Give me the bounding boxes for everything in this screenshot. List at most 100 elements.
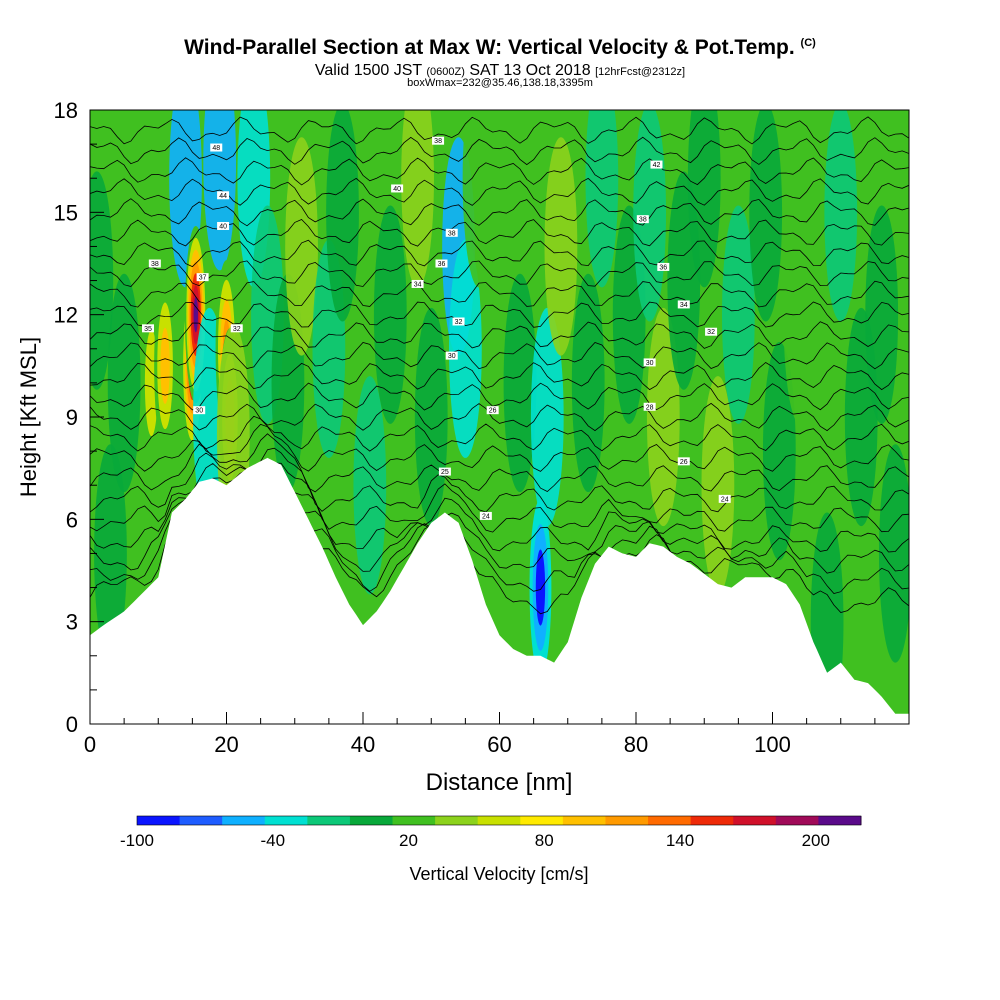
theta-contour xyxy=(90,342,909,370)
contour-label-box xyxy=(142,324,155,333)
contour-label: 42 xyxy=(653,162,661,169)
contour-label-box xyxy=(718,494,731,503)
contour-label-box xyxy=(643,358,656,367)
y-tick-label: 12 xyxy=(54,303,78,328)
velocity-cell xyxy=(749,110,783,322)
contour-label: 28 xyxy=(646,404,654,411)
contour-label-box xyxy=(435,259,448,268)
contour-label: 32 xyxy=(455,319,463,326)
contour-labels: 48 44 40 38 37 35 32 30 38 40 38 36 34 32 30 26 25 24 42 38… xyxy=(142,136,731,520)
contour-label: 38 xyxy=(151,261,159,268)
x-tick-label: 100 xyxy=(754,732,791,757)
contour-label: 48 xyxy=(212,145,220,152)
contour-label: 40 xyxy=(393,186,401,193)
subtitle-forecast: [12hrFcst@2312z] xyxy=(595,66,686,78)
subtitle-utc: (0600Z) xyxy=(426,66,465,78)
contour-label-box xyxy=(643,402,656,411)
velocity-cell xyxy=(448,239,482,458)
colorbar: -100 -40 20 80 140 200 xyxy=(120,815,862,850)
contour-label: 36 xyxy=(438,261,446,268)
contour-label: 26 xyxy=(489,408,497,415)
theta-contour xyxy=(90,362,909,391)
colorbar-tick-label: -100 xyxy=(120,831,154,850)
contour-label: 38 xyxy=(434,138,442,145)
contour-label: 25 xyxy=(441,469,449,476)
colorbar-tick-label: 20 xyxy=(399,831,418,850)
contour-label-box xyxy=(657,262,670,271)
velocity-cell xyxy=(373,205,407,424)
velocity-cell xyxy=(544,137,578,356)
contour-label: 44 xyxy=(219,193,227,200)
theta-contour xyxy=(90,423,909,472)
contour-label-box xyxy=(705,327,718,336)
colorbar-tick-label: -40 xyxy=(260,831,285,850)
contour-label-box xyxy=(452,317,465,326)
contour-label: 34 xyxy=(414,281,422,288)
colorbar-swatch xyxy=(562,816,606,825)
x-axis-label: Distance [nm] xyxy=(426,769,573,796)
y-tick-label: 15 xyxy=(54,200,78,225)
colorbar-swatch xyxy=(179,816,223,825)
colorbar-swatch xyxy=(137,816,181,825)
theta-contour xyxy=(90,301,909,328)
theta-contour xyxy=(90,469,909,553)
contour-label-box xyxy=(210,143,223,152)
contour-label: 30 xyxy=(195,408,203,415)
colorbar-swatch xyxy=(648,816,692,825)
velocity-cell xyxy=(878,444,909,663)
colorbar-label: Vertical Velocity [cm/s] xyxy=(409,864,588,884)
velocity-cell xyxy=(90,171,114,390)
colorbar-swatch xyxy=(690,816,734,825)
colorbar-tick-label: 140 xyxy=(666,831,694,850)
contour-label-box xyxy=(636,215,649,224)
colorbar-swatch xyxy=(520,816,564,825)
velocity-cell xyxy=(203,110,237,271)
colorbar-swatch xyxy=(264,816,308,825)
theta-contour xyxy=(90,260,909,287)
colorbar-swatch xyxy=(733,816,777,825)
colorbar-tick-label: 200 xyxy=(802,831,830,850)
colorbar-swatch xyxy=(222,816,266,825)
colorbar-swatch xyxy=(435,816,479,825)
terrain-mask xyxy=(90,457,909,724)
contour-label-box xyxy=(438,467,451,476)
x-tick-label: 0 xyxy=(84,732,96,757)
velocity-cell xyxy=(401,110,434,288)
theta-contour xyxy=(90,116,909,145)
velocity-cell xyxy=(414,307,448,527)
contour-label: 38 xyxy=(639,217,647,224)
chart-title-text: Wind-Parallel Section at Max W: Vertical… xyxy=(184,36,795,59)
contour-label-box xyxy=(479,511,492,520)
contour-label-box xyxy=(411,279,424,288)
velocity-cell xyxy=(160,327,170,404)
contour-label: 35 xyxy=(144,326,152,333)
contour-label: 24 xyxy=(482,513,490,520)
theta-contour xyxy=(90,280,909,308)
theta-contour xyxy=(90,239,909,268)
chart-title: Wind-Parallel Section at Max W: Vertical… xyxy=(0,36,1000,60)
contour-label-box xyxy=(148,259,161,268)
contour-label: 30 xyxy=(646,360,654,367)
velocity-cell xyxy=(762,341,796,561)
contour-label-box xyxy=(445,228,458,237)
contour-label: 32 xyxy=(233,326,241,333)
theta-contour xyxy=(90,447,909,513)
colorbar-swatch xyxy=(392,816,436,825)
x-tick-label: 20 xyxy=(214,732,238,757)
contour-label-box xyxy=(230,324,243,333)
velocity-cell xyxy=(530,307,564,527)
y-tick-label: 9 xyxy=(66,405,78,430)
colorbar-tick-label: 80 xyxy=(535,831,554,850)
theta-contour xyxy=(90,462,909,533)
colorbar-swatch xyxy=(605,816,649,825)
x-tick-label: 40 xyxy=(351,732,375,757)
contour-label-box xyxy=(432,136,445,145)
x-tick-label: 60 xyxy=(487,732,511,757)
contour-label: 40 xyxy=(219,223,227,230)
x-tick-label: 80 xyxy=(624,732,648,757)
subtitle-date: SAT 13 Oct 2018 xyxy=(469,62,591,79)
y-axis-label: Height [Kft MSL] xyxy=(16,337,41,497)
contour-label: 24 xyxy=(721,496,729,503)
contour-label: 38 xyxy=(448,230,456,237)
